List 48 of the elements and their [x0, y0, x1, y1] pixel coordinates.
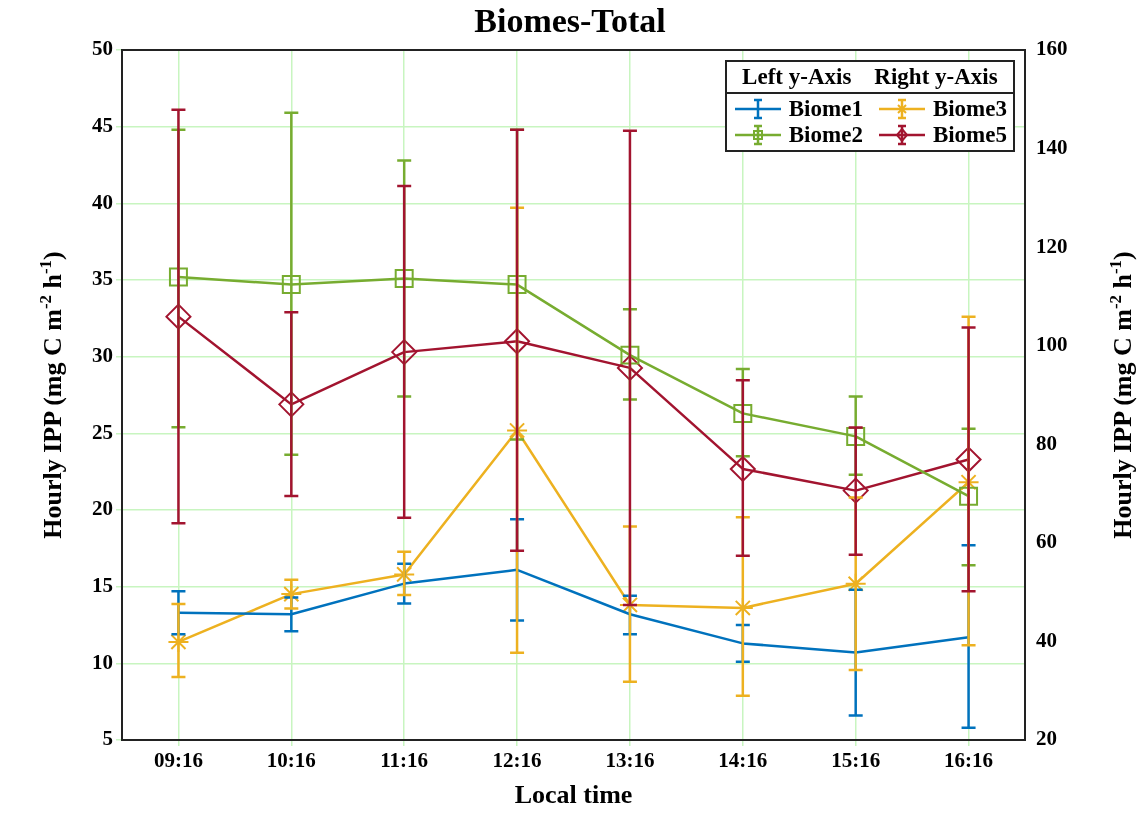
point: [168, 267, 188, 287]
legend-label: Biome3: [932, 96, 1007, 122]
point: [394, 268, 414, 288]
y-tick-label: 30: [92, 343, 113, 368]
y-tick-label: 50: [92, 36, 113, 61]
x-axis-title: Local time: [513, 780, 634, 810]
legend-label: Biome2: [788, 122, 863, 148]
point: [278, 391, 305, 418]
point: [391, 339, 418, 366]
point: [959, 486, 979, 506]
y2-tick-label: 140: [1036, 134, 1068, 159]
x-tick-label: 12:16: [492, 748, 542, 773]
x-tick-label: 14:16: [718, 748, 768, 773]
point: [281, 275, 301, 295]
point: [616, 354, 643, 381]
x-tick-label: 09:16: [153, 748, 203, 773]
x-tick-label: 10:16: [266, 748, 316, 773]
x-tick-label: 13:16: [605, 748, 655, 773]
x-tick-label: 16:16: [944, 748, 994, 773]
point: [842, 477, 869, 504]
y-tick-label: 5: [102, 726, 113, 751]
y2-tick-label: 100: [1036, 332, 1068, 357]
x-tick-label: 11:16: [380, 748, 429, 773]
legend-label: Biome5: [932, 122, 1007, 148]
legend-title: Left y-Axis Right y-Axis: [726, 62, 1013, 94]
y2-tick-label: 40: [1036, 627, 1057, 652]
y2-tick-label: 120: [1036, 233, 1068, 258]
point: [955, 446, 982, 473]
y-tick-label: 20: [92, 496, 113, 521]
y2-tick-label: 20: [1036, 726, 1057, 751]
y-tick-label: 10: [92, 649, 113, 674]
chart-title: Biomes-Total: [474, 2, 666, 39]
y-tick-label: 40: [92, 189, 113, 214]
x-tick-label: 15:16: [831, 748, 881, 773]
y-tick-label: 25: [92, 419, 113, 444]
point: [733, 403, 753, 423]
y2-tick-label: 160: [1036, 36, 1068, 61]
y2-tick-label: 60: [1036, 529, 1057, 554]
y-tick-label: 15: [92, 573, 113, 598]
point: [729, 455, 756, 482]
point: [504, 328, 531, 355]
legend-label: Biome1: [788, 96, 863, 122]
y-tick-label: 35: [92, 266, 113, 291]
point: [620, 345, 640, 365]
y-tick-label: 45: [92, 113, 113, 138]
y2-tick-label: 80: [1036, 430, 1057, 455]
point: [507, 275, 527, 295]
point: [165, 303, 192, 330]
